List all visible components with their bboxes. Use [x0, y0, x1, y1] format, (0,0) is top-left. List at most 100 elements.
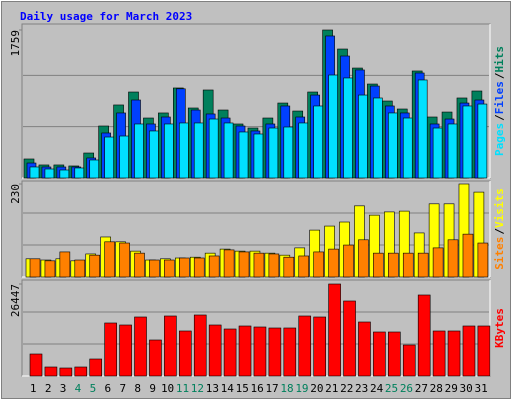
bar [238, 325, 252, 377]
bar [373, 97, 383, 179]
bar [298, 255, 310, 278]
chart-title: Daily usage for March 2023 [20, 10, 192, 23]
legend-entry: Hits [493, 46, 506, 73]
bar [179, 122, 189, 179]
bar [134, 316, 147, 377]
bar [417, 252, 429, 278]
bar [328, 74, 338, 179]
bar [283, 256, 295, 278]
bar [432, 247, 444, 278]
bar [462, 105, 473, 179]
bar [402, 252, 414, 278]
bar [74, 167, 85, 179]
y-tick-label: 230 [9, 184, 22, 204]
bar [417, 294, 431, 377]
x-tick-label: 21 [325, 382, 338, 395]
y-tick-label: 26447 [9, 284, 22, 317]
bar [134, 123, 144, 179]
bar [223, 328, 237, 377]
bar [59, 169, 70, 179]
legend-separator: / [493, 114, 506, 121]
bar [253, 326, 267, 377]
bar [104, 322, 117, 377]
x-tick-label: 15 [236, 382, 249, 395]
bar [149, 339, 162, 377]
bar [328, 248, 339, 278]
x-tick-label: 4 [75, 382, 82, 395]
bar [268, 127, 279, 179]
legend-entry: Files [493, 81, 506, 114]
x-tick-label: 8 [134, 382, 141, 395]
bar [447, 239, 459, 278]
bar [358, 239, 369, 278]
x-tick-label: 7 [119, 382, 126, 395]
bar [89, 159, 100, 179]
bar [432, 127, 443, 179]
bar [238, 251, 250, 278]
x-tick-label: 17 [265, 382, 278, 395]
bar [149, 130, 159, 179]
bar [89, 358, 103, 377]
bar [268, 327, 282, 377]
bar [74, 366, 88, 377]
bar [358, 321, 371, 377]
bar [313, 251, 324, 278]
bar [328, 283, 341, 377]
bar [343, 244, 354, 278]
x-tick-label: 13 [206, 382, 219, 395]
x-tick-label: 26 [400, 382, 413, 395]
bar [59, 367, 73, 377]
bar [164, 315, 177, 377]
bar [59, 251, 71, 278]
x-tick-label: 16 [251, 382, 264, 395]
bar [462, 325, 476, 377]
legend-entry: Sites [493, 237, 506, 270]
legend-separator: / [493, 72, 506, 79]
bar [223, 249, 235, 278]
x-tick-label: 20 [310, 382, 323, 395]
bar [402, 344, 416, 377]
bar [104, 241, 115, 278]
bar [283, 327, 297, 377]
x-tick-label: 30 [460, 382, 473, 395]
bar [74, 259, 86, 278]
bar [29, 353, 43, 377]
bar [268, 253, 280, 278]
x-tick-label: 28 [430, 382, 443, 395]
bar [179, 330, 192, 377]
bar [29, 258, 41, 278]
bar [313, 105, 323, 179]
legend: KBytes [493, 308, 506, 348]
bar [343, 77, 353, 179]
bar [447, 123, 458, 179]
bar [298, 122, 309, 179]
bar [119, 242, 130, 278]
bar [29, 166, 40, 179]
bar [358, 94, 368, 179]
bar [447, 330, 461, 377]
bar [164, 259, 175, 278]
bar [477, 242, 489, 278]
bar [44, 260, 56, 278]
x-tick-label: 9 [149, 382, 156, 395]
bar [193, 314, 207, 377]
bar [164, 123, 174, 179]
x-tick-label: 1 [30, 382, 37, 395]
bar [179, 257, 190, 278]
bar [193, 122, 204, 179]
bar [432, 330, 446, 377]
bar [89, 254, 101, 278]
x-tick-label: 31 [474, 382, 487, 395]
bar [477, 325, 491, 377]
bar [477, 103, 488, 179]
bar [119, 324, 132, 377]
x-tick-label: 25 [385, 382, 398, 395]
x-tick-label: 12 [191, 382, 204, 395]
bar [134, 252, 145, 278]
bar [149, 259, 160, 278]
x-tick-label: 11 [176, 382, 189, 395]
x-tick-label: 29 [445, 382, 458, 395]
bar [298, 315, 312, 377]
